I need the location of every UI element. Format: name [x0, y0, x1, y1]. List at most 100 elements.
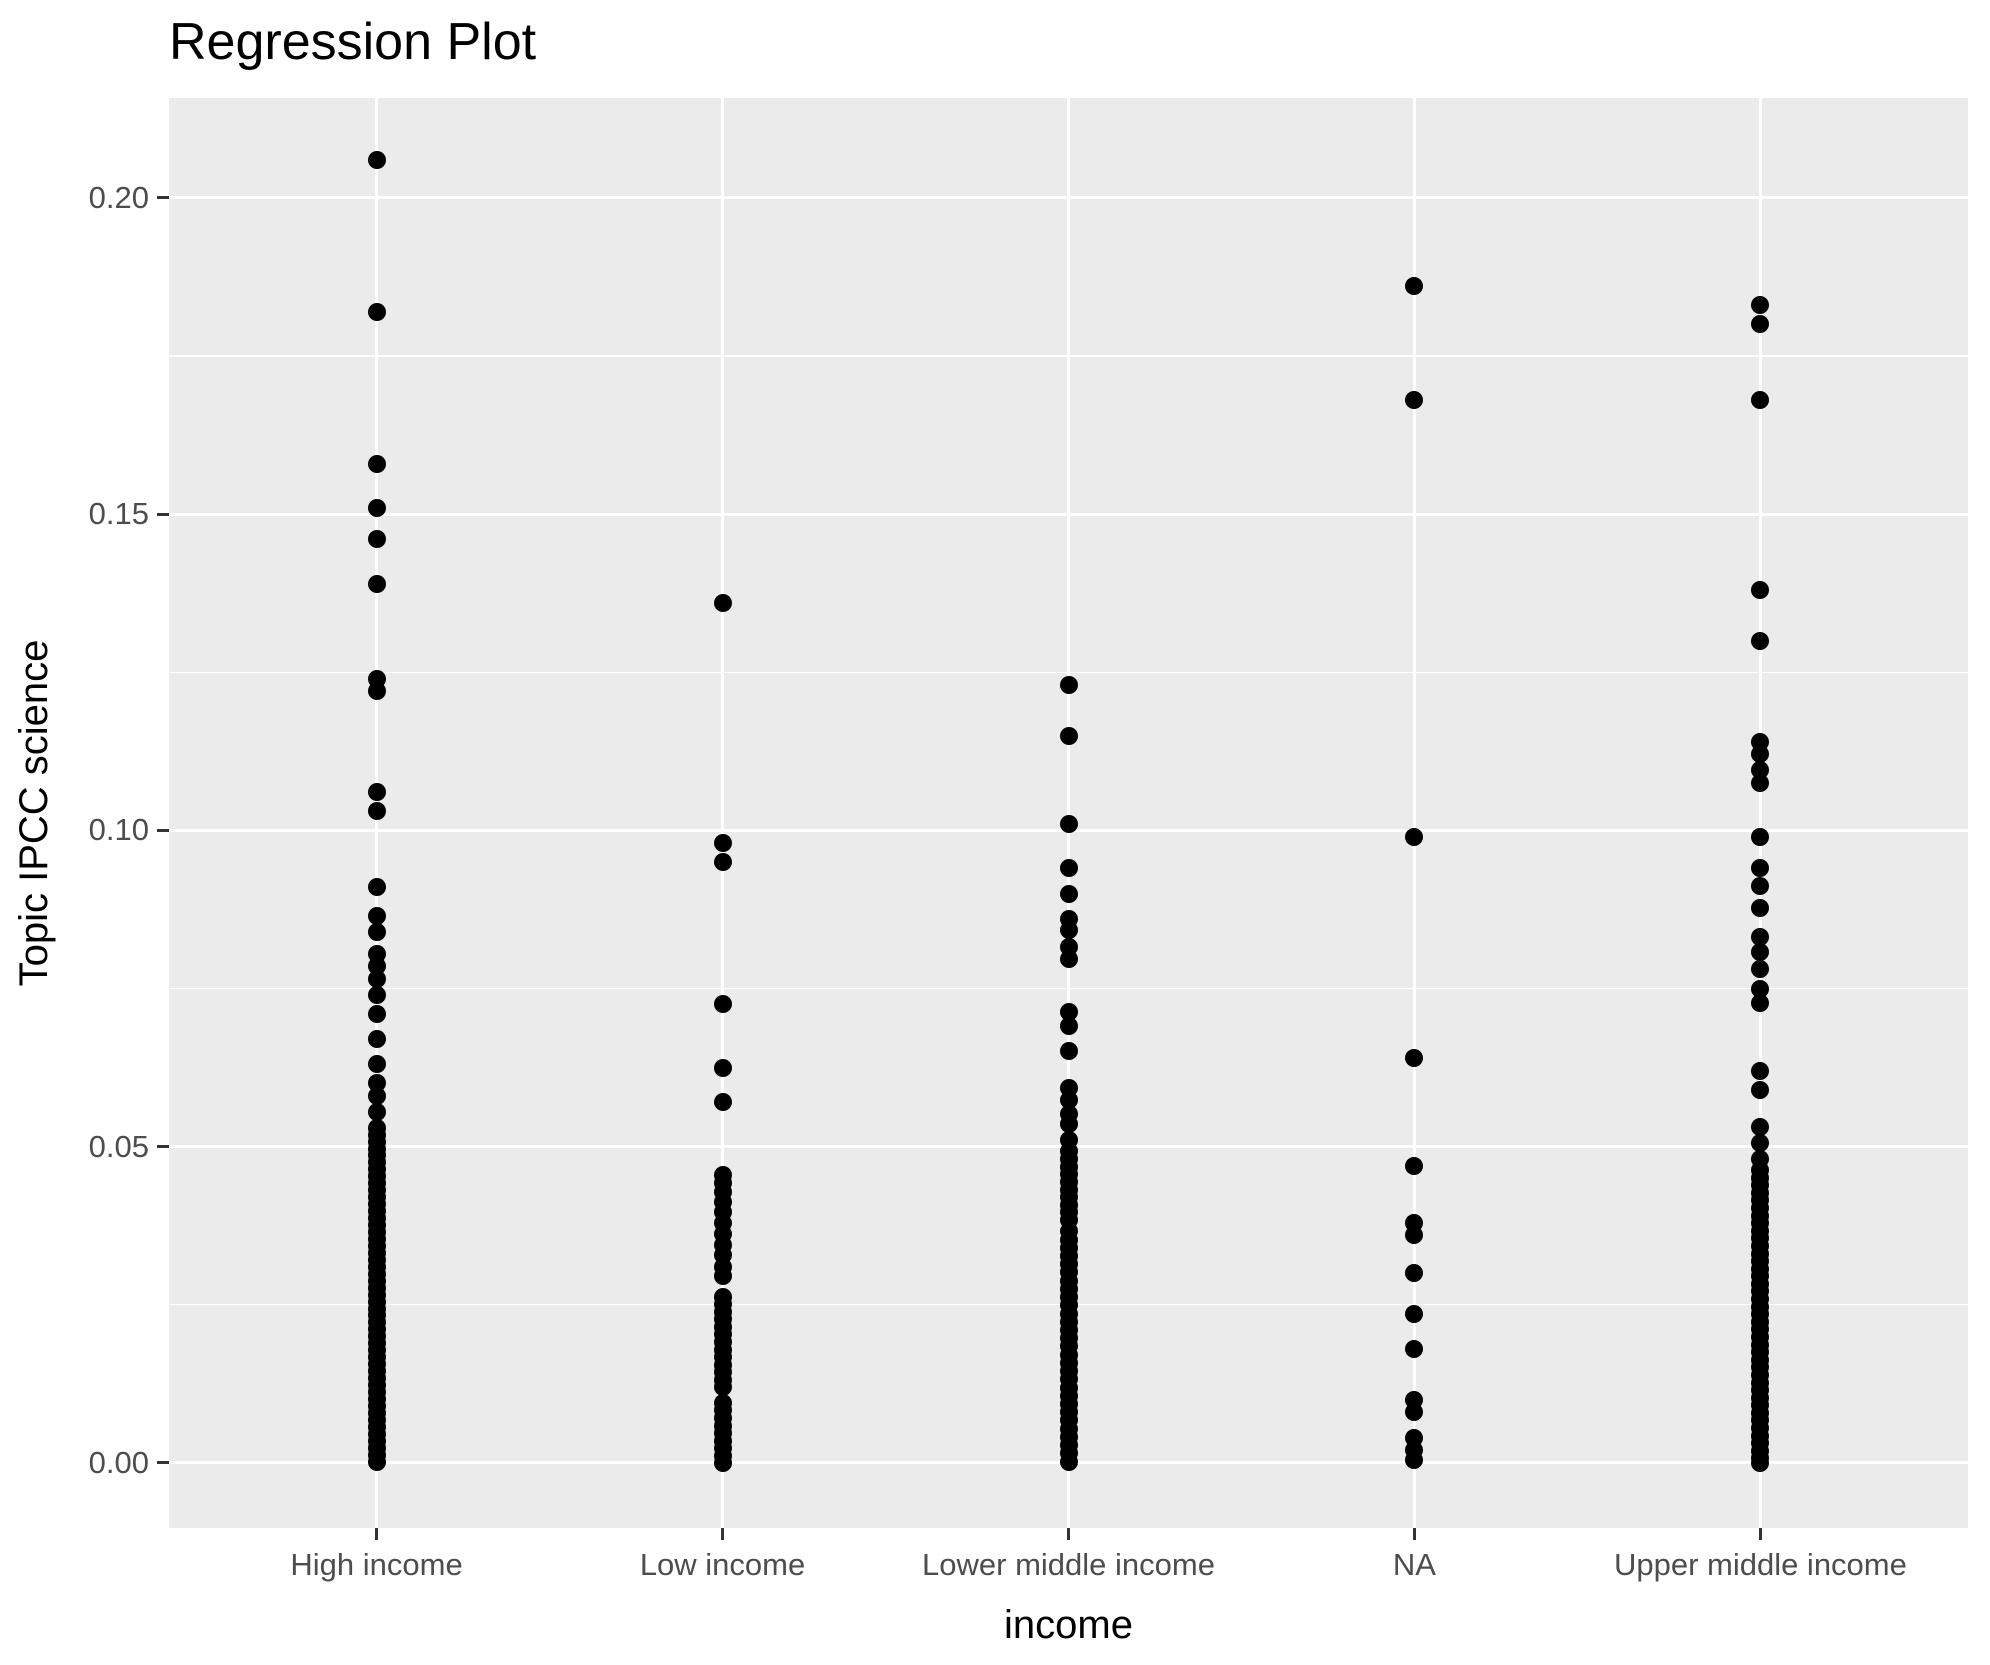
- data-point: [713, 1453, 732, 1472]
- y-tick-label: 0.05: [88, 1128, 149, 1164]
- y-tick-label: 0.15: [88, 496, 149, 532]
- data-point: [1751, 877, 1770, 896]
- gridline-major-vertical: [721, 98, 725, 1528]
- data-point: [1405, 1264, 1424, 1283]
- data-point: [1059, 726, 1078, 745]
- data-point: [1059, 1452, 1078, 1471]
- data-point: [1751, 1118, 1770, 1137]
- data-point: [1751, 1133, 1770, 1152]
- data-point: [1405, 277, 1424, 296]
- data-point: [1059, 815, 1078, 834]
- data-point: [1751, 827, 1770, 846]
- x-axis-tick: [1758, 1528, 1762, 1540]
- data-point: [713, 1093, 732, 1112]
- data-point: [1059, 920, 1078, 939]
- data-point: [367, 783, 386, 802]
- data-point: [1059, 884, 1078, 903]
- data-point: [1751, 994, 1770, 1013]
- data-point: [1059, 859, 1078, 878]
- x-axis-tick: [1067, 1528, 1070, 1540]
- data-point: [367, 682, 386, 701]
- data-point: [1751, 581, 1770, 600]
- data-point: [1059, 1017, 1078, 1036]
- data-point: [367, 1102, 386, 1121]
- data-point: [1405, 1226, 1424, 1245]
- x-axis-tick: [375, 1528, 379, 1540]
- data-point: [713, 1377, 732, 1396]
- y-axis-tick: [157, 1461, 169, 1465]
- x-tick-label: High income: [290, 1547, 463, 1582]
- data-point: [1059, 1042, 1078, 1061]
- data-point: [1751, 391, 1770, 410]
- data-point: [367, 1004, 386, 1023]
- data-point: [1405, 1156, 1424, 1175]
- x-tick-label: Upper middle income: [1613, 1547, 1907, 1582]
- data-point: [367, 1030, 386, 1049]
- data-point: [367, 802, 386, 821]
- data-point: [367, 922, 386, 941]
- gridline-major-vertical: [1412, 98, 1416, 1528]
- data-point: [1405, 1403, 1424, 1422]
- y-axis-tick: [157, 512, 169, 516]
- data-point: [367, 906, 386, 925]
- x-axis-tick: [1412, 1528, 1416, 1540]
- x-axis-tick: [721, 1528, 725, 1540]
- data-point: [1751, 943, 1770, 962]
- data-point: [1751, 959, 1770, 978]
- data-point: [1751, 296, 1770, 315]
- data-point: [1405, 1049, 1424, 1068]
- data-point: [1059, 949, 1078, 968]
- data-point: [1751, 773, 1770, 792]
- data-point: [1751, 927, 1770, 946]
- data-point: [367, 1452, 386, 1471]
- data-point: [1751, 898, 1770, 917]
- data-point: [367, 302, 386, 321]
- data-point: [1405, 827, 1424, 846]
- y-axis-tick: [157, 828, 169, 832]
- data-point: [367, 498, 386, 517]
- data-point: [367, 150, 386, 169]
- data-point: [367, 1055, 386, 1074]
- data-point: [1405, 1450, 1424, 1469]
- data-point: [713, 853, 732, 872]
- data-point: [1405, 391, 1424, 410]
- data-point: [367, 970, 386, 989]
- data-point: [367, 878, 386, 897]
- y-tick-label: 0.00: [88, 1444, 149, 1480]
- data-point: [367, 454, 386, 473]
- y-axis-tick: [157, 1145, 169, 1149]
- data-point: [1751, 315, 1770, 334]
- data-point: [367, 1087, 386, 1106]
- x-axis-title: income: [1004, 1603, 1133, 1647]
- chart-title: Regression Plot: [169, 13, 537, 71]
- y-axis-tick: [157, 196, 169, 200]
- data-point: [1059, 675, 1078, 694]
- data-point: [1751, 1080, 1770, 1099]
- data-point: [1751, 631, 1770, 650]
- data-point: [713, 1267, 732, 1286]
- plot-panel: [169, 98, 1968, 1528]
- data-point: [367, 574, 386, 593]
- data-point: [1059, 1115, 1078, 1134]
- x-tick-label: Lower middle income: [922, 1547, 1215, 1582]
- data-point: [1405, 1305, 1424, 1324]
- data-point: [713, 1058, 732, 1077]
- x-tick-label: Low income: [639, 1547, 806, 1582]
- data-point: [1751, 979, 1770, 998]
- gridline-major-vertical: [1758, 98, 1762, 1528]
- data-point: [713, 995, 732, 1014]
- data-point: [367, 985, 386, 1004]
- data-point: [1751, 1062, 1770, 1081]
- gridline-major-vertical: [1067, 98, 1070, 1528]
- data-point: [1751, 745, 1770, 764]
- data-point: [1751, 859, 1770, 878]
- x-tick-label: NA: [1392, 1547, 1436, 1582]
- data-point: [1405, 1340, 1424, 1358]
- data-point: [367, 530, 386, 549]
- y-tick-label: 0.10: [88, 812, 149, 848]
- data-point: [1059, 1002, 1078, 1021]
- data-point: [713, 593, 732, 612]
- y-tick-label: 0.20: [88, 179, 149, 215]
- data-point: [713, 834, 732, 853]
